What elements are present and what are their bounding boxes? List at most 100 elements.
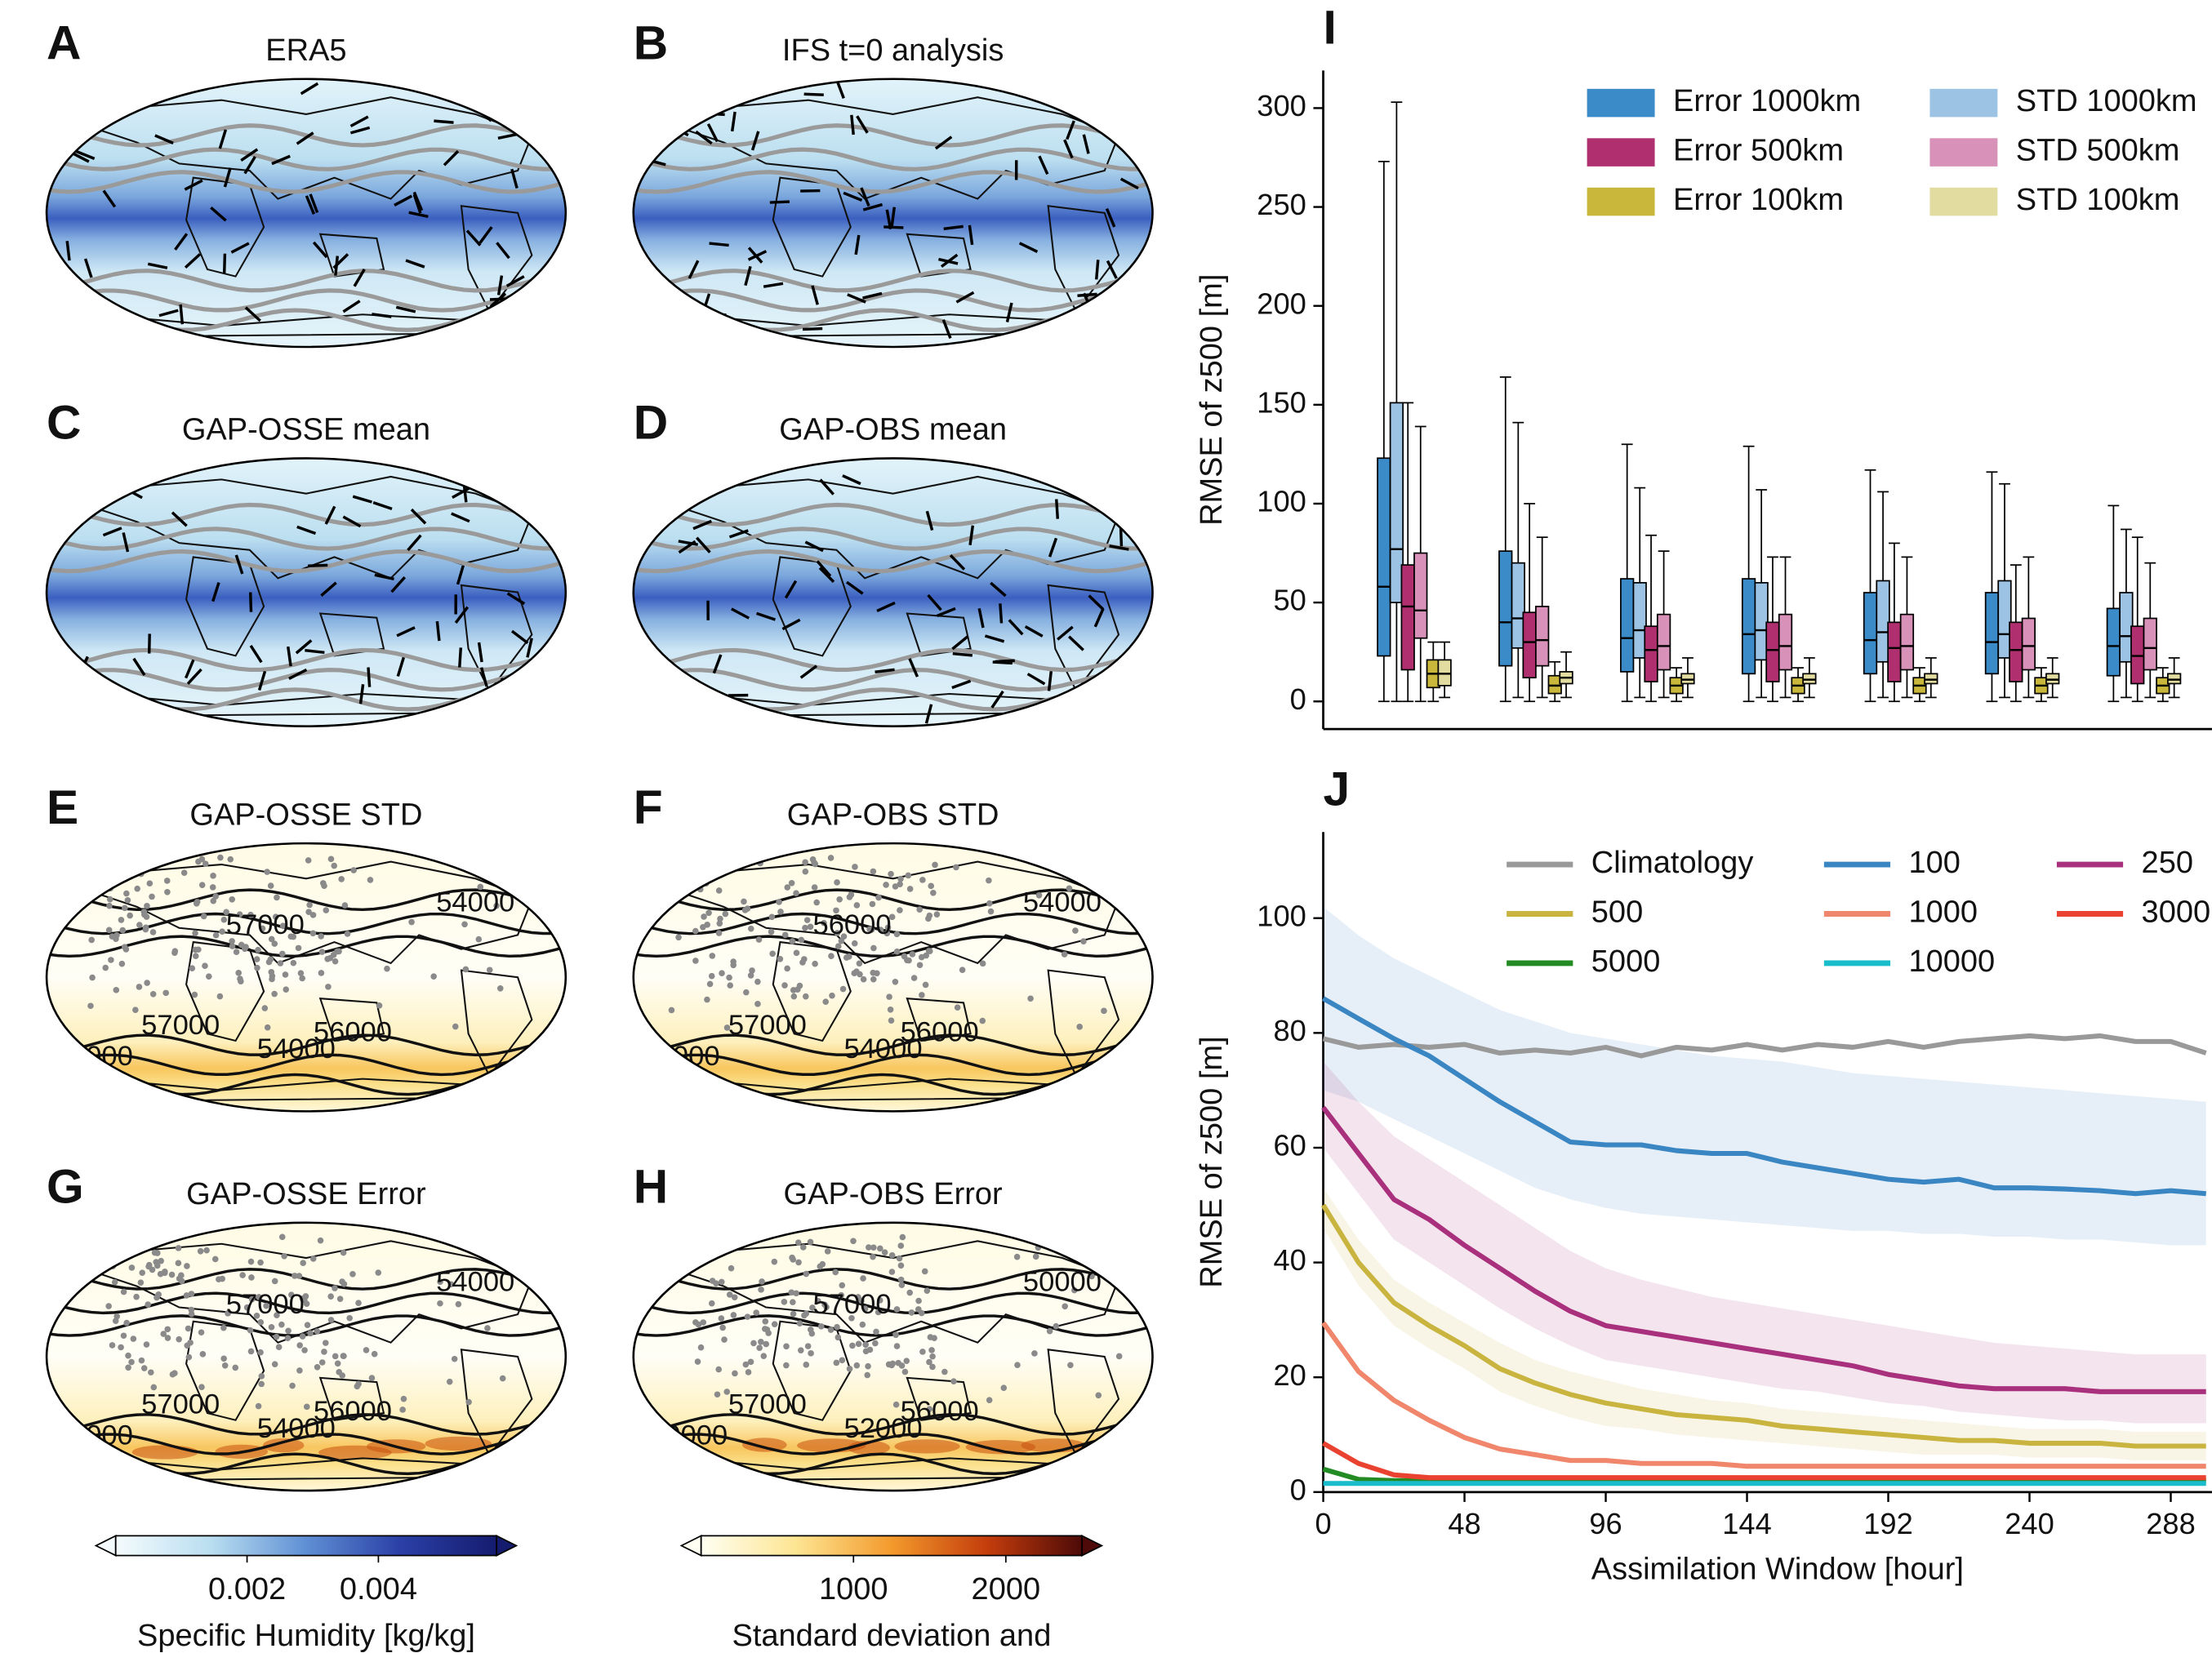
map xyxy=(633,78,1153,347)
obs-dot xyxy=(881,1249,888,1256)
contour xyxy=(633,1053,1153,1077)
obs-dot xyxy=(763,1340,770,1348)
obs-dot xyxy=(271,1278,278,1285)
colorbar-label: Specific Humidity [kg/kg] xyxy=(137,1619,475,1653)
wind-barb xyxy=(372,500,393,511)
obs-dot xyxy=(327,1293,334,1300)
obs-dot xyxy=(141,911,148,918)
obs-dot xyxy=(784,965,790,972)
obs-dot xyxy=(274,894,280,901)
obs-dot xyxy=(216,993,224,1000)
obs-dot xyxy=(475,935,483,943)
obs-dot xyxy=(264,869,270,875)
wind-barb xyxy=(709,242,729,247)
obs-dot xyxy=(139,1269,146,1276)
map-title: IFS t=0 analysis xyxy=(782,33,1004,68)
line xyxy=(1322,1441,2206,1481)
box xyxy=(1400,564,1415,671)
obs-dot xyxy=(758,1286,764,1293)
obs-dot xyxy=(803,1362,810,1368)
obs-dot xyxy=(887,1006,894,1013)
wind-barb xyxy=(811,285,819,305)
map-border xyxy=(632,78,1154,349)
map-title: GAP-OSSE mean xyxy=(182,413,430,447)
y-tick-label: 100 xyxy=(1257,485,1306,518)
obs-dot xyxy=(903,1358,910,1364)
obs-dot xyxy=(184,1263,190,1269)
obs-dot xyxy=(898,1282,906,1288)
obs-dot xyxy=(273,1333,280,1340)
obs-dot xyxy=(853,902,861,909)
wind-barb xyxy=(818,567,835,584)
contour xyxy=(633,147,1153,171)
obs-dot xyxy=(135,867,141,873)
wind-barb xyxy=(883,225,904,229)
obs-dot xyxy=(709,953,716,959)
obs-dot xyxy=(870,1244,877,1251)
wind-barb xyxy=(819,478,835,495)
wind-barb xyxy=(342,515,362,528)
error-hotspot xyxy=(263,1438,305,1453)
wind-barb xyxy=(816,560,832,577)
wind-barb xyxy=(288,668,308,681)
error-hotspot xyxy=(894,1439,960,1454)
obs-dot xyxy=(271,940,278,947)
box xyxy=(1984,592,2000,675)
wind-barb xyxy=(908,658,919,678)
coastline xyxy=(1047,584,1120,693)
legend-label: Error 1000km xyxy=(1673,84,1861,118)
obs-dot xyxy=(838,937,845,944)
wind-barb xyxy=(706,123,719,143)
obs-dot xyxy=(896,1255,903,1262)
obs-dot xyxy=(188,1310,195,1318)
legend-label: 250 xyxy=(2142,846,2193,880)
obs-dot xyxy=(759,1278,765,1285)
wind-barb xyxy=(951,635,969,651)
obs-dot xyxy=(979,1017,986,1024)
obs-dot xyxy=(846,1366,853,1372)
obs-dot xyxy=(227,855,234,863)
obs-dot xyxy=(926,1358,932,1366)
wind-barb xyxy=(999,603,1004,624)
wind-barb xyxy=(1105,207,1116,228)
obs-dot xyxy=(794,1239,802,1246)
colorbar-tick-label: 0.004 xyxy=(340,1572,417,1606)
obs-dot xyxy=(1046,1327,1053,1335)
obs-dot xyxy=(265,958,273,966)
obs-dot xyxy=(160,1331,167,1337)
contour-label: 57000 xyxy=(226,1289,305,1320)
box xyxy=(2130,625,2145,685)
y-axis-label: RMSE of z500 [m] xyxy=(1195,274,1229,526)
wind-barb xyxy=(410,508,427,525)
contour xyxy=(47,935,566,958)
obs-dot xyxy=(274,1312,280,1319)
obs-dot xyxy=(923,952,930,959)
wind-barb xyxy=(1095,260,1100,280)
wind-barb xyxy=(678,540,698,546)
obs-dot xyxy=(123,1234,131,1242)
box xyxy=(1778,613,1793,671)
obs-dot xyxy=(220,1355,227,1362)
wind-barb xyxy=(65,657,82,674)
obs-dot xyxy=(893,948,901,955)
obs-dot xyxy=(268,935,275,943)
obs-dot xyxy=(790,1299,796,1305)
obs-dot xyxy=(838,1291,845,1299)
obs-dot xyxy=(756,1344,763,1351)
obs-dot xyxy=(185,1353,193,1361)
obs-dot xyxy=(789,938,796,944)
obs-dot xyxy=(744,1313,751,1320)
wind-barb xyxy=(186,668,203,685)
obs-dot xyxy=(790,1256,796,1263)
obs-dot xyxy=(932,861,938,869)
obs-dot xyxy=(661,1271,668,1278)
obs-dot xyxy=(905,872,912,879)
wind-barb xyxy=(75,149,96,160)
obs-dot xyxy=(918,1309,925,1317)
wind-barb xyxy=(102,189,117,208)
obs-dot xyxy=(706,980,714,988)
obs-dot xyxy=(278,950,286,958)
obs-dot xyxy=(835,943,842,950)
obs-dot xyxy=(323,907,330,913)
